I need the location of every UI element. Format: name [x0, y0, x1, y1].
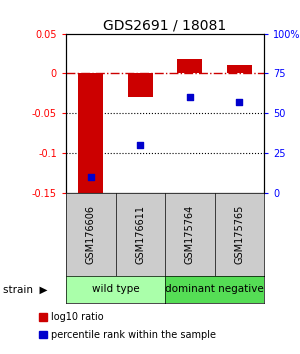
Text: GSM175765: GSM175765	[234, 205, 244, 264]
Point	[187, 95, 192, 100]
Text: wild type: wild type	[92, 284, 139, 295]
Bar	[227, 65, 252, 73]
Bar	[128, 73, 153, 97]
Text: GSM176611: GSM176611	[135, 205, 145, 264]
Title: GDS2691 / 18081: GDS2691 / 18081	[103, 18, 226, 33]
Bar	[78, 73, 103, 197]
Bar	[177, 59, 202, 73]
Text: GSM176606: GSM176606	[86, 205, 96, 264]
Point	[237, 99, 242, 105]
Point	[88, 174, 93, 180]
Text: dominant negative: dominant negative	[165, 284, 264, 295]
Text: log10 ratio: log10 ratio	[51, 312, 104, 322]
Text: strain  ▶: strain ▶	[3, 284, 47, 295]
Text: percentile rank within the sample: percentile rank within the sample	[51, 330, 216, 339]
Text: GSM175764: GSM175764	[185, 205, 195, 264]
Point	[138, 142, 143, 148]
